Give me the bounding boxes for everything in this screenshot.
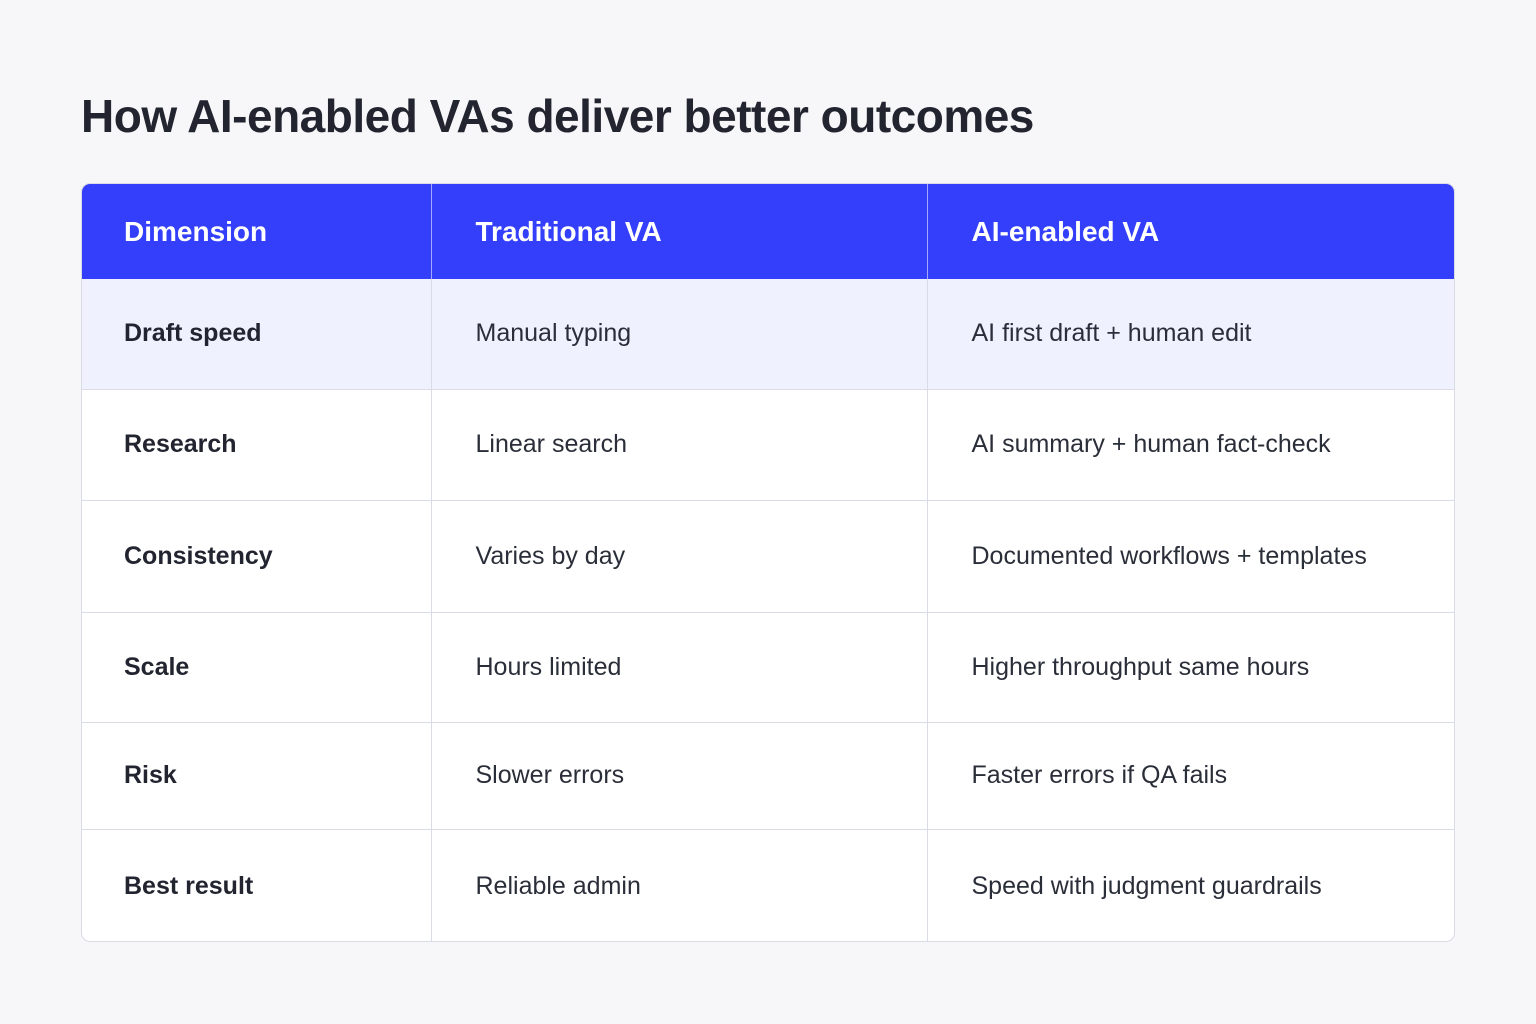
page-title: How AI-enabled VAs deliver better outcom… (81, 90, 1034, 142)
dimension-cell: Risk (82, 722, 432, 829)
traditional-cell: Linear search (431, 389, 928, 500)
traditional-cell: Hours limited (431, 612, 928, 722)
traditional-cell: Manual typing (431, 279, 928, 389)
table-row: Draft speed Manual typing AI first draft… (82, 279, 1454, 389)
ai-cell: AI summary + human fact-check (971, 430, 1331, 458)
traditional-cell: Varies by day (431, 500, 928, 612)
header-traditional-va: Traditional VA (431, 184, 928, 279)
table-row: Consistency Varies by day Documented wor… (82, 500, 1454, 612)
ai-cell: Speed with judgment guardrails (971, 871, 1322, 900)
ai-cell: Documented workflows + templates (971, 541, 1367, 570)
dimension-cell: Research (82, 389, 432, 500)
table-row: Scale Hours limited Higher throughput sa… (82, 612, 1454, 722)
traditional-cell: Slower errors (431, 722, 928, 829)
ai-cell: Faster errors if QA fails (971, 761, 1228, 789)
header-ai-enabled-va: AI-enabled VA (971, 215, 1160, 247)
dimension-cell: Best result (82, 829, 432, 941)
dimension-cell: Consistency (82, 500, 432, 612)
table-row: Research Linear search AI summary + huma… (82, 389, 1454, 500)
ai-cell: AI first draft + human edit (971, 319, 1252, 348)
ai-cell: Higher throughput same hours (971, 652, 1310, 681)
header-dimension: Dimension (82, 184, 432, 279)
traditional-cell: Reliable admin (431, 829, 928, 941)
dimension-cell: Scale (82, 612, 432, 722)
table-row: Risk Slower errors Faster errors if QA f… (82, 722, 1454, 829)
dimension-cell: Draft speed (82, 279, 432, 389)
table-row: Best result Reliable admin Speed with ju… (82, 829, 1454, 941)
table-header-row: Dimension Traditional VA AI-enabled VA (82, 184, 1454, 279)
comparison-table: Dimension Traditional VA AI-enabled VA D… (81, 183, 1455, 942)
